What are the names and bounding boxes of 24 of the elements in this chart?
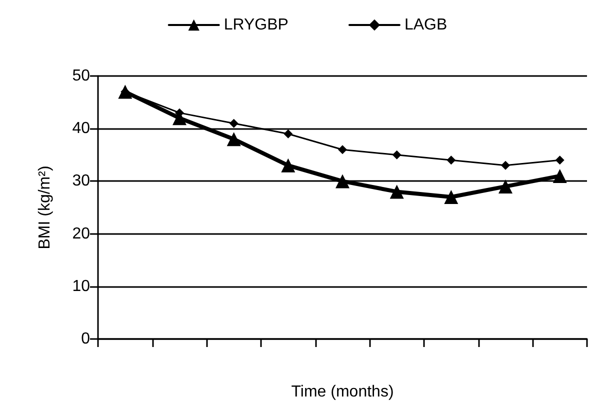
point <box>552 168 567 183</box>
point <box>284 129 293 138</box>
y-tick-label: 20 <box>72 225 90 242</box>
y-tick-label: 40 <box>72 120 90 138</box>
point <box>444 190 458 204</box>
x-axis-title: Time (months) <box>291 384 394 400</box>
point <box>501 160 510 170</box>
y-tick-label: 30 <box>72 172 90 190</box>
point <box>281 158 296 172</box>
point <box>555 156 564 165</box>
y-axis-title: BMI (kg/m²) <box>36 166 54 250</box>
point <box>498 179 512 194</box>
y-tick-label: 10 <box>72 278 90 295</box>
point <box>229 118 238 128</box>
point <box>226 132 241 146</box>
legend-label: LAGB <box>404 16 448 34</box>
point <box>390 184 404 199</box>
point <box>392 150 402 160</box>
point <box>336 174 350 188</box>
y-tick-label: 50 <box>72 68 90 84</box>
point <box>338 145 347 154</box>
y-tick-label: 0 <box>81 330 90 348</box>
legend-label: LRYGBP <box>224 16 288 34</box>
point <box>446 156 456 165</box>
